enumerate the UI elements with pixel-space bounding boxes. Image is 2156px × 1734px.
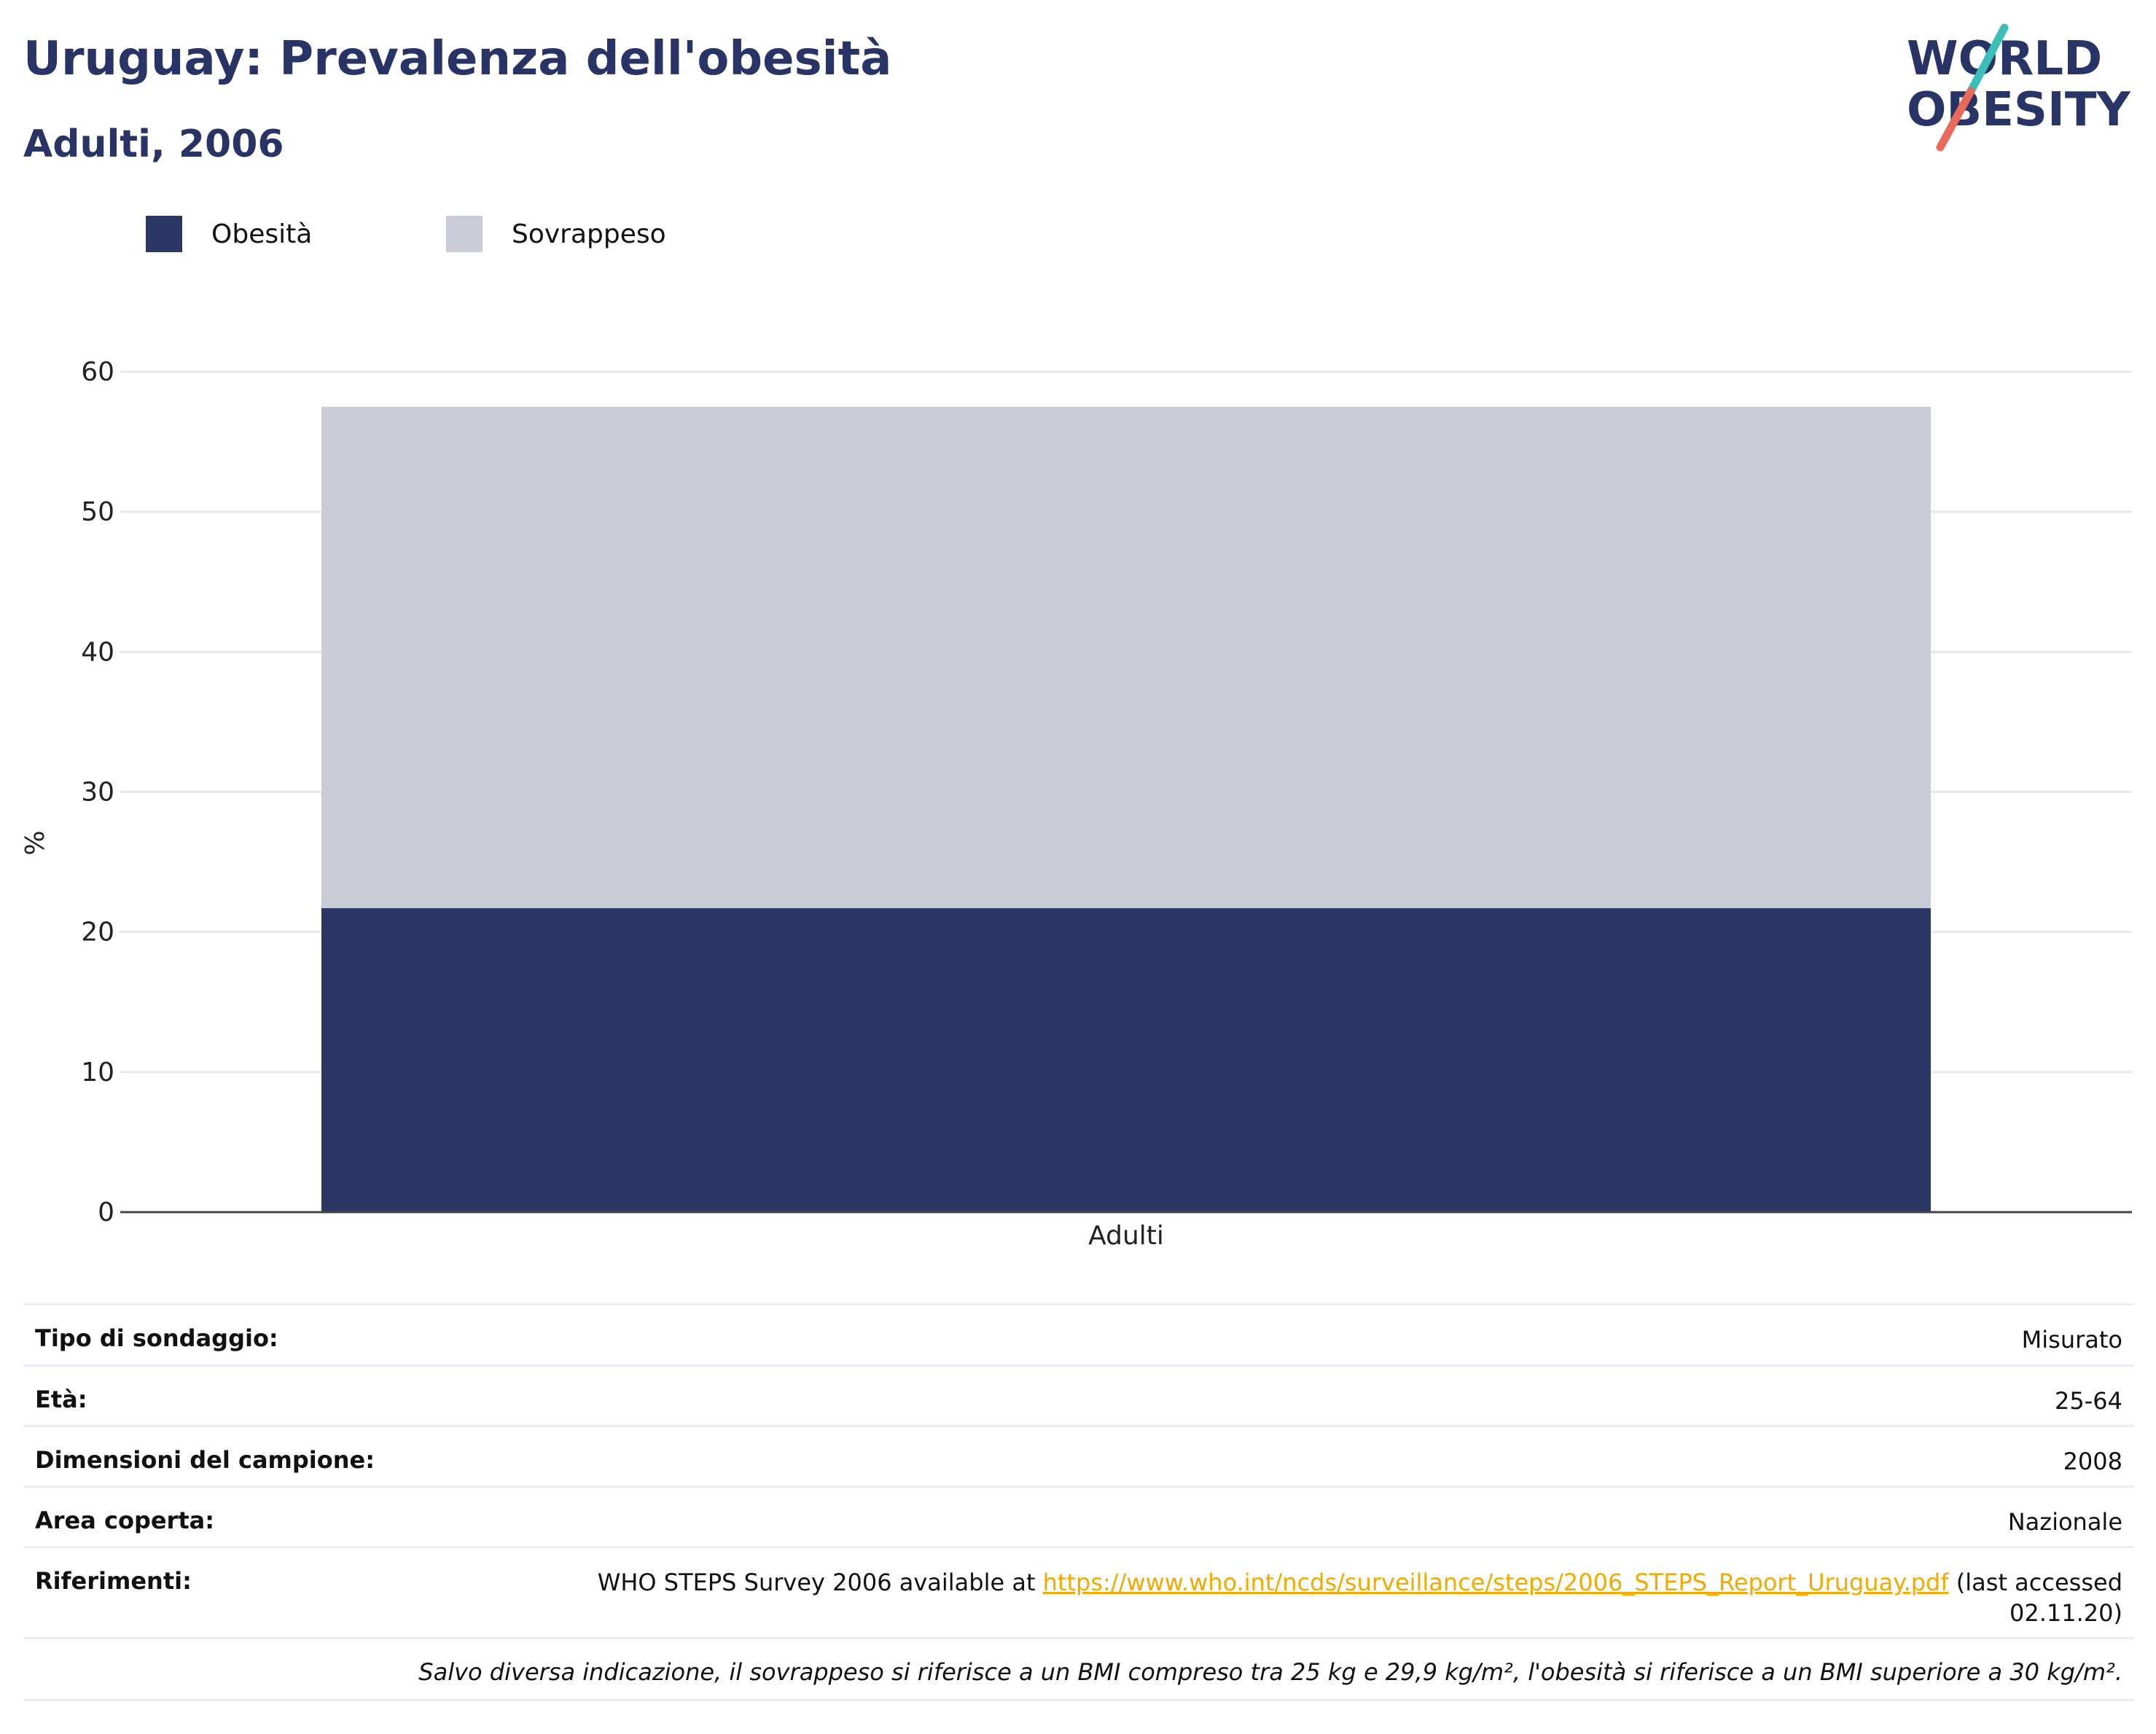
y-tick-label: 20 [81, 918, 114, 948]
info-row-area: Area coperta: Nazionale [23, 1485, 2134, 1546]
logo-line1: WORLD [1907, 32, 2102, 86]
page-title: Uruguay: Prevalenza dell'obesità [23, 32, 892, 86]
info-row-references: Riferimenti: WHO STEPS Survey 2006 avail… [23, 1546, 2134, 1637]
info-label: Tipo di sondaggio: [35, 1324, 278, 1352]
info-value: 2008 [2063, 1448, 2122, 1475]
logo-slash-top [1966, 23, 2009, 95]
y-tick-label: 40 [81, 637, 114, 667]
info-row-age: Età: 25-64 [23, 1364, 2134, 1425]
y-tick-label: 0 [98, 1198, 114, 1227]
stacked-bar-chart: 0 10 20 30 40 50 60 Adulti% [20, 357, 2132, 1251]
legend-item-sovrappeso: Sovrappeso [446, 216, 666, 252]
logo-slash-bottom [1936, 87, 1975, 152]
world-obesity-logo: WORLD OBESITY [1895, 22, 2143, 153]
info-value: Misurato [2021, 1326, 2122, 1354]
info-value: Nazionale [2007, 1508, 2122, 1536]
info-label: Area coperta: [35, 1507, 215, 1534]
legend-item-obesita: Obesità [146, 216, 312, 252]
info-label: Dimensioni del campione: [35, 1446, 375, 1474]
y-tick-label: 50 [81, 497, 114, 527]
legend-swatch-sovrappeso [446, 216, 483, 252]
info-row-sample-size: Dimensioni del campione: 2008 [23, 1425, 2134, 1485]
bmi-definition-note: Salvo diversa indicazione, il sovrappeso… [23, 1637, 2134, 1701]
legend-label-sovrappeso: Sovrappeso [512, 219, 666, 249]
reference-text: WHO STEPS Survey 2006 available at https… [519, 1548, 2122, 1628]
info-label: Riferimenti: [35, 1567, 192, 1595]
world-obesity-logo-mark: WORLD OBESITY [1907, 23, 2130, 152]
info-label: Età: [35, 1386, 87, 1413]
y-tick-label: 30 [81, 778, 114, 808]
info-row-survey-type: Tipo di sondaggio: Misurato [23, 1303, 2134, 1364]
y-tick-label: 60 [81, 357, 114, 387]
legend-swatch-obesita [146, 216, 182, 252]
reference-suffix: (last accessed 02.11.20) [1948, 1569, 2122, 1627]
reference-prefix: WHO STEPS Survey 2006 available at [597, 1569, 1043, 1596]
bar-segment [321, 907, 1931, 1212]
y-axis-label: % [20, 830, 50, 855]
x-tick-label: Adulti [1088, 1221, 1164, 1251]
legend-label-obesita: Obesità [211, 219, 313, 249]
bar-segment [321, 407, 1931, 908]
page-subtitle: Adulti, 2006 [23, 122, 284, 166]
logo-line2: OBESITY [1907, 83, 2130, 137]
y-tick-label: 10 [81, 1058, 114, 1087]
info-value: 25-64 [2055, 1387, 2122, 1415]
reference-link[interactable]: https://www.who.int/ncds/surveillance/st… [1042, 1569, 1949, 1596]
survey-info-table: Tipo di sondaggio: Misurato Età: 25-64 D… [23, 1303, 2134, 1701]
